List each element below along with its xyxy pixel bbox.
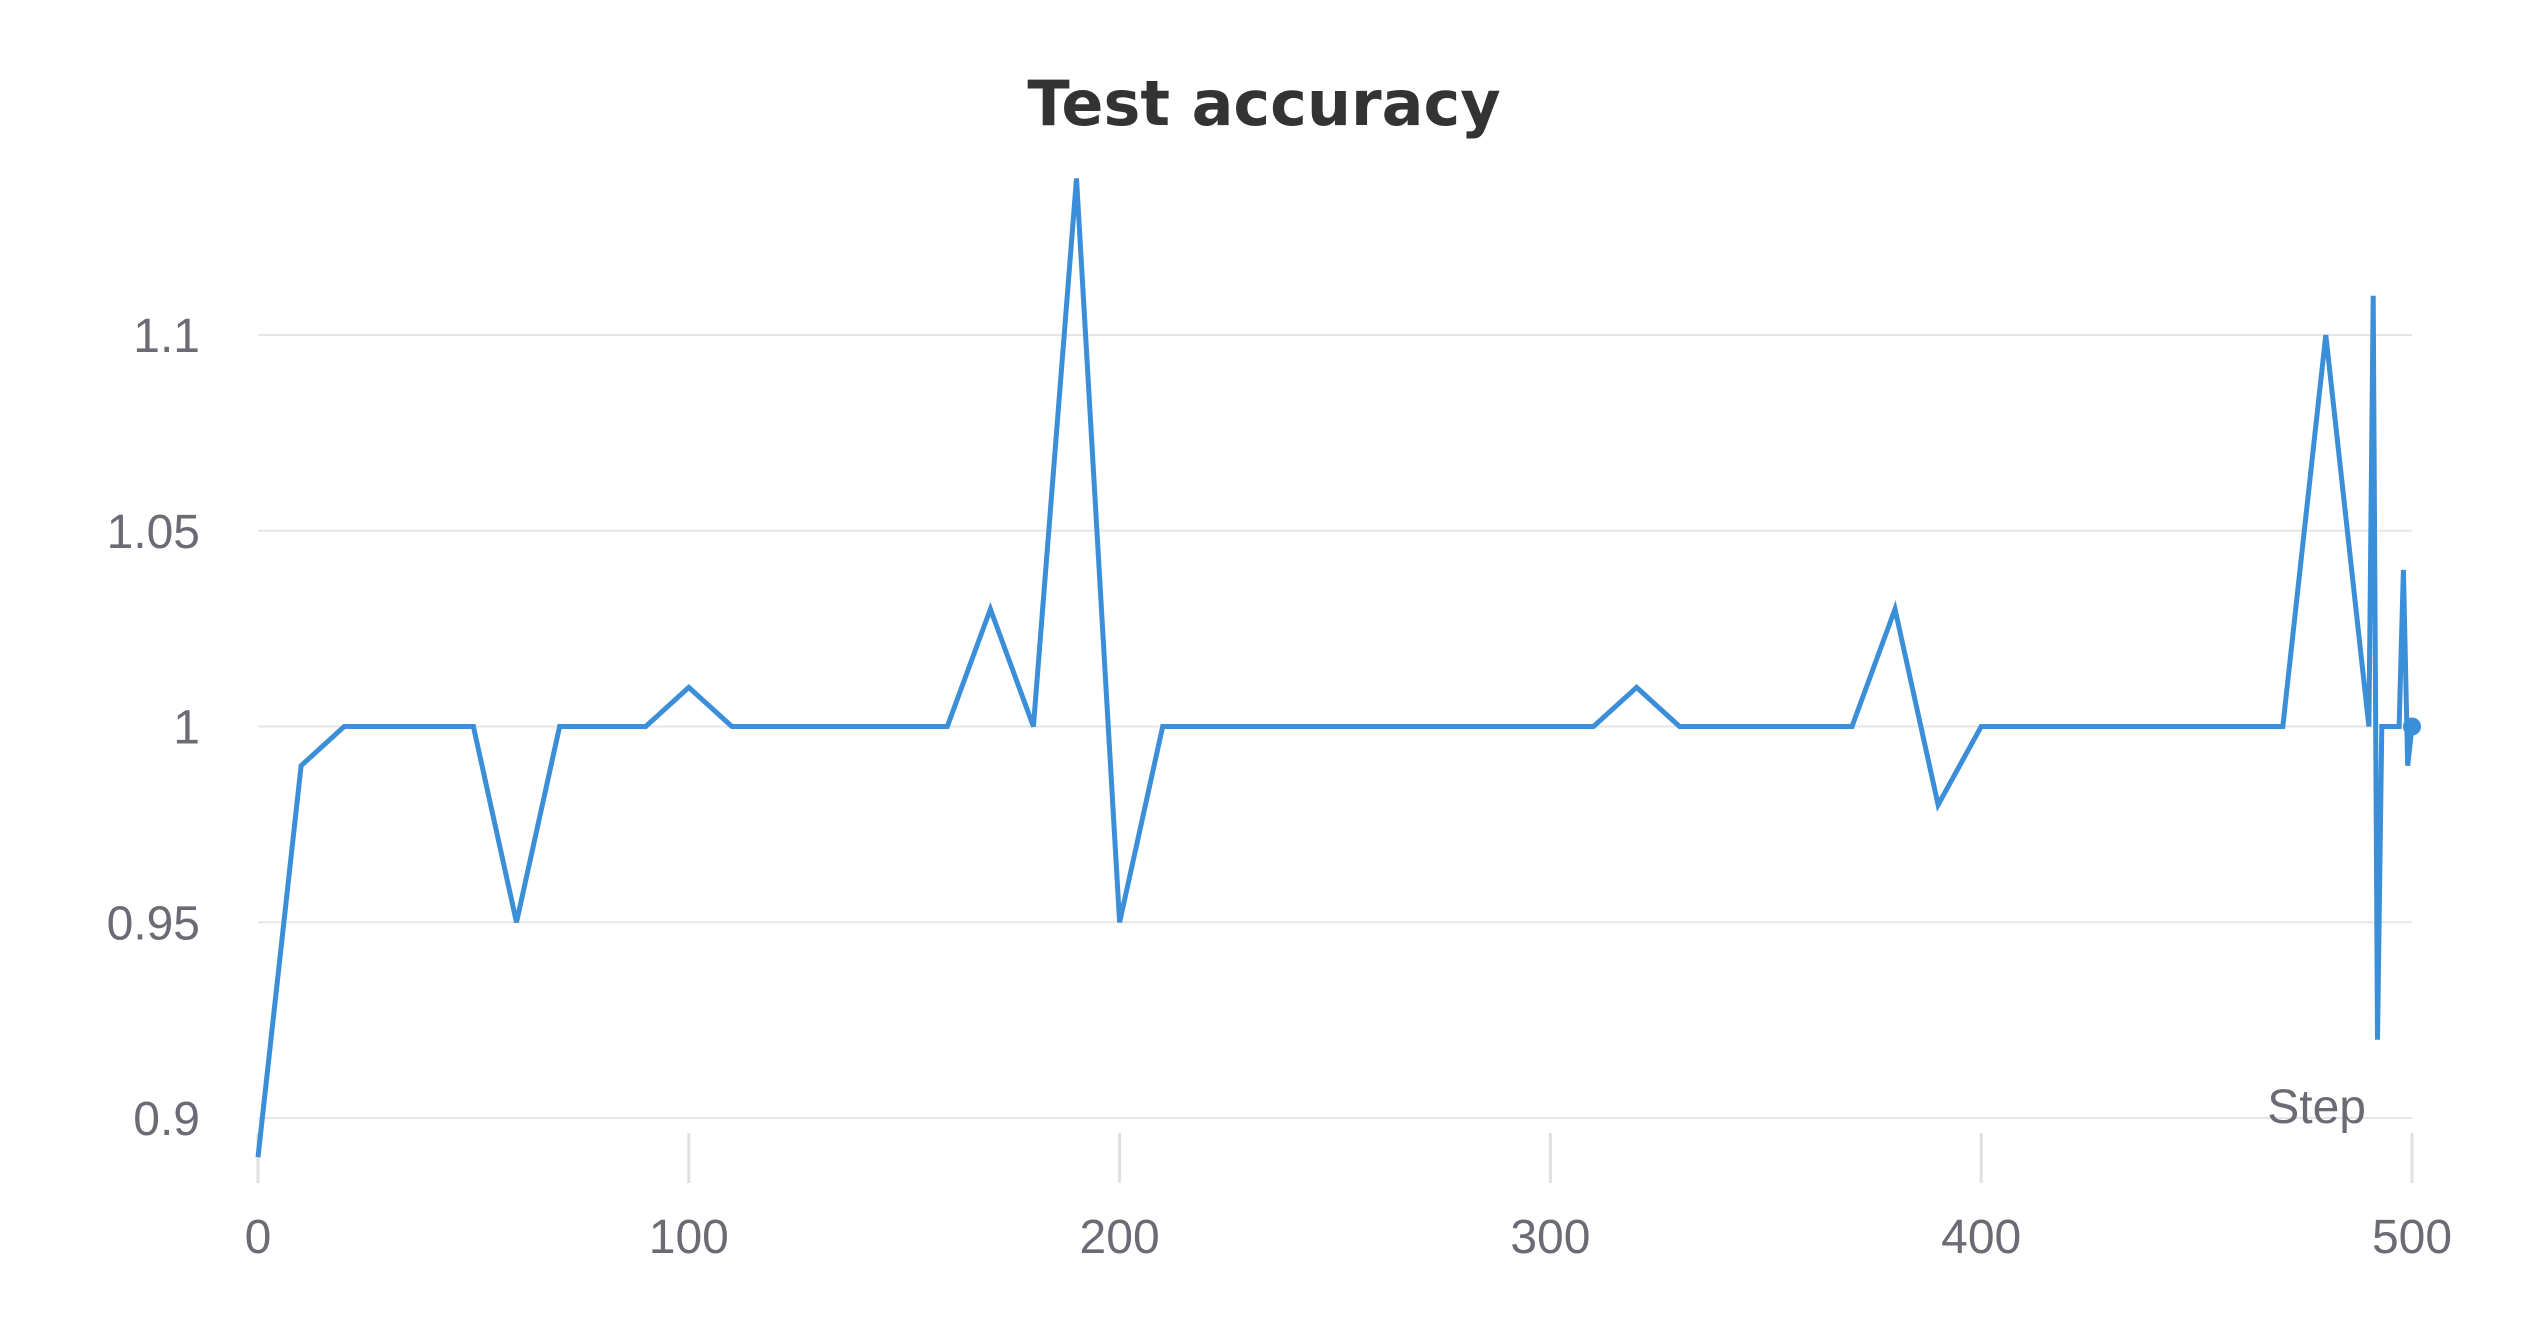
x-tick-label: 500 [2372, 1211, 2452, 1264]
series-end-point [2403, 717, 2421, 736]
plot-area [255, 178, 2421, 1158]
y-axis: 0.9 0.95 1 1.05 1.1 [107, 310, 200, 1146]
x-tick-label: 0 [245, 1211, 272, 1264]
y-tick-label: 1 [173, 702, 200, 755]
y-tick-label: 0.9 [133, 1093, 200, 1146]
x-tick-label: 100 [649, 1211, 729, 1264]
x-tick-label: 300 [1510, 1211, 1590, 1264]
x-tick-label: 200 [1080, 1211, 1160, 1264]
x-tick-label: 400 [1941, 1211, 2021, 1264]
series-line [255, 178, 2415, 1158]
chart-title: Test accuracy [1027, 67, 1500, 140]
y-tick-label: 1.1 [133, 310, 200, 363]
y-tick-label: 0.95 [107, 897, 200, 950]
x-axis-label: Step [2267, 1081, 2366, 1134]
y-tick-label: 1.05 [107, 506, 200, 559]
x-axis: 0 100 200 300 400 500 [245, 1133, 2452, 1264]
